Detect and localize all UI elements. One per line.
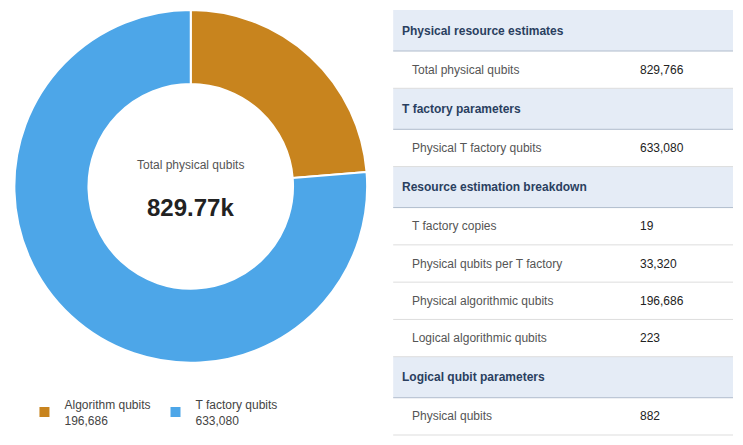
svg-text:829,766: 829,766 xyxy=(640,63,684,77)
svg-text:Physical algorithmic qubits: Physical algorithmic qubits xyxy=(412,294,553,308)
svg-text:633,080: 633,080 xyxy=(640,141,684,155)
svg-text:Physical T factory qubits: Physical T factory qubits xyxy=(412,141,542,155)
svg-text:Logical algorithmic qubits: Logical algorithmic qubits xyxy=(412,331,547,345)
svg-text:T factory qubits633,080: T factory qubits633,080 xyxy=(196,398,278,428)
svg-text:Physical qubits per T factory: Physical qubits per T factory xyxy=(412,257,562,271)
svg-text:Logical qubit parameters: Logical qubit parameters xyxy=(402,370,545,384)
svg-text:196,686: 196,686 xyxy=(640,294,684,308)
svg-text:Total physical qubits: Total physical qubits xyxy=(412,63,519,77)
svg-text:829.77k: 829.77k xyxy=(147,194,234,221)
svg-text:223: 223 xyxy=(640,331,660,345)
svg-text:19: 19 xyxy=(640,219,654,233)
svg-text:Algorithm qubits196,686: Algorithm qubits196,686 xyxy=(64,398,150,428)
svg-text:T factory parameters: T factory parameters xyxy=(402,102,521,116)
svg-text:33,320: 33,320 xyxy=(640,257,677,271)
svg-text:Physical qubits: Physical qubits xyxy=(412,409,492,423)
svg-text:882: 882 xyxy=(640,409,660,423)
svg-text:Total physical qubits: Total physical qubits xyxy=(137,158,244,172)
svg-text:Physical resource estimates: Physical resource estimates xyxy=(402,24,564,38)
svg-text:Resource estimation breakdown: Resource estimation breakdown xyxy=(402,180,587,194)
svg-text:T factory copies: T factory copies xyxy=(412,219,496,233)
